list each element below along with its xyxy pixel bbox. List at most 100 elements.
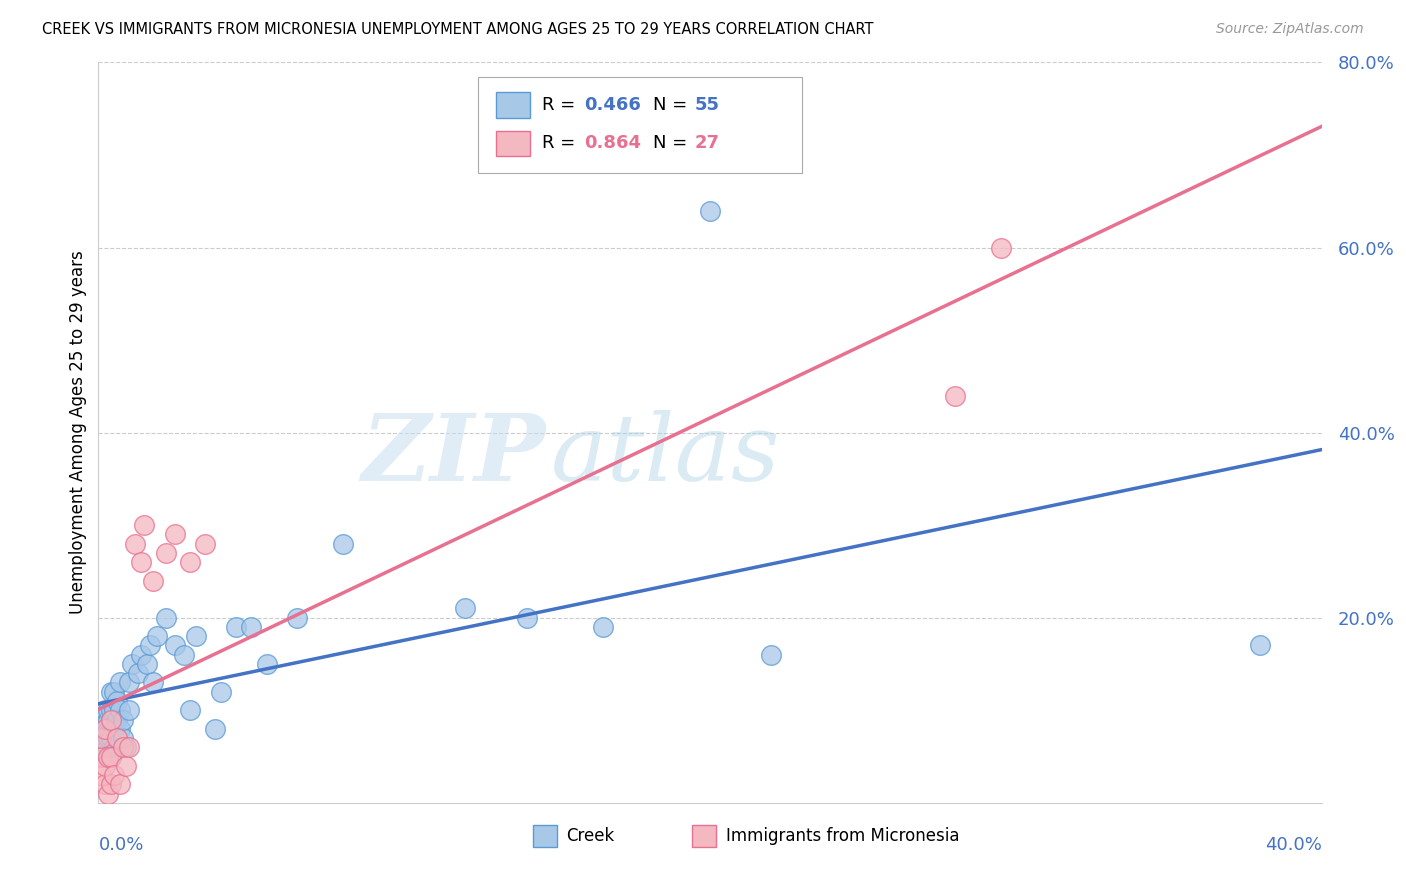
Text: N =: N = <box>652 134 693 153</box>
Text: R =: R = <box>543 134 582 153</box>
Point <box>163 639 186 653</box>
Text: R =: R = <box>543 95 582 113</box>
Point <box>93 722 115 736</box>
Point <box>103 703 125 717</box>
Point <box>179 555 201 569</box>
Point <box>97 740 120 755</box>
Point <box>124 536 146 550</box>
Point <box>990 240 1012 255</box>
Point <box>93 722 115 736</box>
Bar <box>692 825 716 847</box>
Point <box>108 722 131 736</box>
Text: 0.864: 0.864 <box>583 134 641 153</box>
Text: 55: 55 <box>695 95 718 113</box>
Bar <box>496 130 530 156</box>
Point <box>90 768 112 782</box>
Point <box>90 731 112 745</box>
Point <box>256 657 278 671</box>
Point <box>97 713 120 727</box>
Point <box>97 722 120 736</box>
Point <box>240 620 263 634</box>
Point <box>115 740 138 755</box>
Point <box>93 758 115 772</box>
Text: Source: ZipAtlas.com: Source: ZipAtlas.com <box>1216 22 1364 37</box>
Point <box>100 749 122 764</box>
Point <box>127 666 149 681</box>
Text: 0.466: 0.466 <box>583 95 641 113</box>
Point <box>97 731 120 745</box>
Point <box>111 713 134 727</box>
Point <box>155 546 177 560</box>
Point <box>93 740 115 755</box>
Point <box>111 731 134 745</box>
Point <box>93 703 115 717</box>
Point <box>759 648 782 662</box>
Point <box>225 620 247 634</box>
Text: atlas: atlas <box>551 409 780 500</box>
Point <box>118 740 141 755</box>
Point <box>90 749 112 764</box>
Point <box>105 713 128 727</box>
Point <box>139 639 162 653</box>
Y-axis label: Unemployment Among Ages 25 to 29 years: Unemployment Among Ages 25 to 29 years <box>69 251 87 615</box>
Text: Immigrants from Micronesia: Immigrants from Micronesia <box>725 827 959 845</box>
Point <box>90 749 112 764</box>
Point <box>108 703 131 717</box>
Point <box>179 703 201 717</box>
Point <box>105 731 128 745</box>
Point <box>136 657 159 671</box>
Text: 0.0%: 0.0% <box>98 836 143 855</box>
Bar <box>533 825 557 847</box>
Point <box>108 675 131 690</box>
Point <box>173 648 195 662</box>
Point <box>97 749 120 764</box>
Point <box>100 713 122 727</box>
Point <box>100 749 122 764</box>
Text: CREEK VS IMMIGRANTS FROM MICRONESIA UNEMPLOYMENT AMONG AGES 25 TO 29 YEARS CORRE: CREEK VS IMMIGRANTS FROM MICRONESIA UNEM… <box>42 22 873 37</box>
Point <box>592 620 614 634</box>
Point <box>111 740 134 755</box>
Point <box>105 731 128 745</box>
Point <box>115 758 138 772</box>
Point <box>103 722 125 736</box>
Point <box>209 685 232 699</box>
Point <box>129 555 152 569</box>
Point <box>285 610 308 624</box>
Point <box>100 703 122 717</box>
Point <box>454 601 477 615</box>
Point <box>129 648 152 662</box>
Point <box>108 777 131 791</box>
Point <box>134 518 156 533</box>
Point <box>97 703 120 717</box>
Point <box>332 536 354 550</box>
Point <box>118 675 141 690</box>
Bar <box>496 92 530 118</box>
Point <box>194 536 217 550</box>
Point <box>163 527 186 541</box>
Text: Creek: Creek <box>565 827 614 845</box>
Point <box>90 731 112 745</box>
Text: N =: N = <box>652 95 693 113</box>
Point <box>100 713 122 727</box>
FancyBboxPatch shape <box>478 78 801 173</box>
Text: ZIP: ZIP <box>361 409 546 500</box>
Point <box>186 629 208 643</box>
Point <box>100 685 122 699</box>
Point <box>516 610 538 624</box>
Point <box>155 610 177 624</box>
Point <box>1249 639 1271 653</box>
Point <box>93 777 115 791</box>
Point <box>145 629 167 643</box>
Point <box>142 574 165 588</box>
Point <box>699 203 721 218</box>
Point <box>100 731 122 745</box>
Point <box>100 777 122 791</box>
Point <box>103 685 125 699</box>
Point <box>142 675 165 690</box>
Point <box>118 703 141 717</box>
Point <box>103 768 125 782</box>
Text: 27: 27 <box>695 134 718 153</box>
Point <box>121 657 143 671</box>
Point <box>97 787 120 801</box>
Point <box>103 740 125 755</box>
